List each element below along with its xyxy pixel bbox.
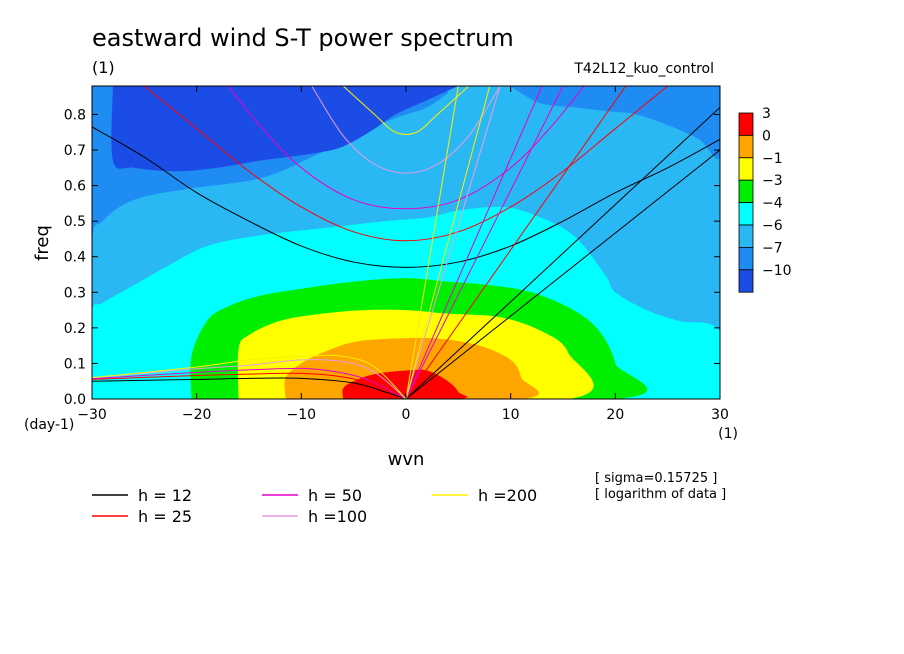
dispersion-curve-13 (405, 86, 501, 399)
x-tick-label: 30 (711, 407, 729, 423)
axis-ticks: −30 −20 −10 0 10 20 30 0.0 0.1 0.2 0.3 0.4 0.5 0.6 0.7… (64, 86, 729, 423)
colorbar-label: 3 (762, 106, 771, 122)
colorbar-swatch (738, 246, 754, 271)
legend-label: h =100 (308, 507, 367, 526)
legend-label: h = 50 (308, 486, 362, 505)
dispersion-curve-17 (405, 86, 491, 399)
x-tick-label: 0 (402, 407, 411, 423)
dispersion-curve-9 (405, 86, 543, 399)
colorbar-swatch (738, 224, 754, 248)
x-tick-label: −10 (287, 407, 317, 423)
colorbar-label: −4 (762, 196, 783, 212)
colorbar-swatch (738, 202, 754, 226)
contour-region-7 (510, 86, 720, 160)
y-axis-label: freq (32, 225, 53, 261)
colorbar-swatch (738, 269, 754, 293)
dispersion-curve-12 (92, 359, 407, 399)
dispersion-curve-0 (92, 126, 720, 268)
contour-region-8 (111, 86, 459, 172)
contour-region-5 (342, 369, 468, 399)
colorbar-swatch (738, 134, 754, 159)
colorbar-swatch (738, 157, 754, 181)
colorbar: 3 0 −1 −3 −4 −6 −7 −10 (738, 106, 792, 293)
colorbar-label: 0 (762, 128, 771, 144)
y-tick-label: 0.2 (64, 321, 86, 337)
dispersion-curve-6 (405, 86, 627, 399)
dispersion-curve-1 (92, 377, 407, 399)
y-axis-unit: (day-1) (24, 417, 74, 433)
chart-title: eastward wind S-T power spectrum (92, 24, 514, 52)
colorbar-label: −7 (762, 240, 783, 256)
legend-label: h = 25 (138, 507, 192, 526)
y-tick-label: 0.0 (64, 392, 86, 408)
x-axis-unit: (1) (718, 426, 738, 442)
chart-subtitle-left: (1) (92, 58, 115, 77)
y-tick-label: 0.6 (64, 179, 86, 195)
dispersion-curves (92, 86, 720, 399)
dispersion-curve-10 (405, 86, 564, 399)
dispersion-curve-7 (227, 86, 585, 210)
x-axis-label: wvn (388, 449, 425, 470)
y-tick-label: 0.5 (64, 214, 86, 230)
dispersion-curve-2 (405, 149, 720, 399)
dispersion-curve-15 (92, 354, 407, 399)
plot-area: −30 −20 −10 0 10 20 30 0.0 0.1 0.2 0.3 0.4 0.5 0.6 0.7… (64, 85, 729, 423)
y-tick-label: 0.1 (64, 356, 86, 372)
y-tick-label: 0.8 (64, 107, 86, 123)
dispersion-curve-3 (405, 106, 720, 399)
x-tick-label: −20 (182, 407, 212, 423)
colorbar-label: −10 (762, 263, 792, 279)
x-tick-label: 20 (606, 407, 624, 423)
x-tick-label: 10 (502, 407, 520, 423)
dispersion-curve-14 (342, 86, 470, 135)
contour-region-4 (284, 337, 539, 399)
y-tick-label: 0.3 (64, 285, 86, 301)
colorbar-swatch (738, 179, 754, 203)
dispersion-curve-5 (92, 372, 407, 399)
legend-label: h =200 (478, 486, 537, 505)
dispersion-curve-11 (311, 86, 501, 174)
colorbar-label: −6 (762, 218, 783, 234)
x-tick-label: −30 (77, 407, 107, 423)
log-note: [ logarithm of data ] (595, 487, 726, 502)
contour-fills (92, 86, 720, 399)
colorbar-swatch (738, 112, 754, 136)
dispersion-curve-4 (144, 86, 668, 242)
chart-subtitle-right: T42L12_kuo_control (573, 61, 714, 77)
dispersion-curve-8 (92, 367, 407, 399)
y-tick-label: 0.4 (64, 250, 86, 266)
y-tick-label: 0.7 (64, 143, 86, 159)
sigma-note: [ sigma=0.15725 ] (595, 471, 717, 486)
colorbar-label: −3 (762, 173, 783, 189)
colorbar-label: −1 (762, 151, 783, 167)
legend-label: h = 12 (138, 486, 192, 505)
legend: h = 12 h = 25 h = 50 h =100 h =200 (92, 486, 537, 526)
dispersion-curve-16 (405, 86, 459, 399)
